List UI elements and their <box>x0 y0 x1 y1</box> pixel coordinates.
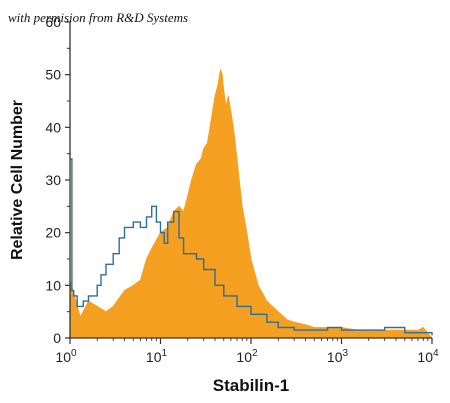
y-tick-label: 30 <box>45 172 61 188</box>
y-tick-label: 50 <box>45 67 61 83</box>
plot-area: 0 10 20 30 40 50 60 100 101 102 103 104 <box>45 14 439 365</box>
y-tick-label: 40 <box>45 119 61 135</box>
y-tick-label: 60 <box>45 14 61 30</box>
series-layer <box>69 69 433 339</box>
y-axis-ticks: 0 10 20 30 40 50 60 <box>45 14 70 346</box>
x-tick-label: 102 <box>236 348 258 365</box>
x-tick-label: 104 <box>417 348 439 365</box>
y-tick-label: 10 <box>45 277 61 293</box>
y-axis-title: Relative Cell Number <box>9 100 26 260</box>
x-tick-label: 103 <box>327 348 349 365</box>
x-axis-title: Stabilin-1 <box>213 376 290 395</box>
series-1-filled-histogram <box>69 69 433 339</box>
x-tick-label: 101 <box>146 348 168 365</box>
watermark-text: with permision from R&D Systems <box>8 10 188 25</box>
series-2-step-line <box>70 158 433 336</box>
x-axis-ticks: 100 101 102 103 104 <box>55 338 439 365</box>
y-tick-label: 0 <box>53 330 61 346</box>
y-tick-label: 20 <box>45 225 61 241</box>
x-tick-label: 100 <box>55 348 77 365</box>
